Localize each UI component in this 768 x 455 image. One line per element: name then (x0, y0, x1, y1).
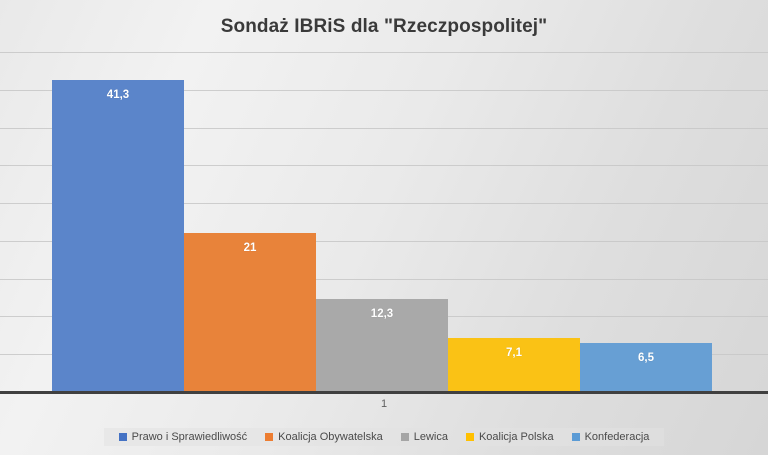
gridline (0, 89, 768, 91)
bar-value-label: 21 (243, 242, 257, 255)
legend-item-label: Lewica (413, 431, 448, 443)
chart-title: Sondaż IBRiS dla "Rzeczpospolitej" (220, 16, 548, 37)
bar-2[interactable]: 21 (184, 233, 316, 392)
legend-item-label: Koalicja Polska (478, 431, 554, 443)
bar-value-label: 12,3 (370, 308, 394, 321)
x-axis-tick-label: 1 (380, 398, 388, 410)
gridline (0, 278, 768, 280)
gridline (0, 240, 768, 242)
legend-item-4[interactable]: Koalicja Polska (465, 431, 554, 443)
bars-layer: 41,3 21 12,3 7,1 6,5 (0, 52, 768, 392)
bar-3[interactable]: 12,3 (316, 299, 448, 392)
legend-swatch-icon (400, 433, 409, 441)
legend-item-label: Konfederacja (584, 431, 650, 443)
gridline (0, 127, 768, 129)
legend-swatch-icon (571, 433, 580, 441)
legend-item-3[interactable]: Lewica (400, 431, 448, 443)
x-axis-line (0, 391, 768, 394)
bar-value-label: 6,5 (638, 351, 654, 364)
gridline (0, 203, 768, 205)
legend-swatch-icon (118, 433, 127, 441)
gridline (0, 52, 768, 53)
bar-1[interactable]: 41,3 (52, 79, 184, 392)
gridline (0, 165, 768, 167)
legend-item-5[interactable]: Konfederacja (571, 431, 650, 443)
chart-legend: Prawo i Sprawiedliwość Koalicja Obywatels… (0, 428, 768, 446)
legend-item-2[interactable]: Koalicja Obywatelska (265, 431, 383, 443)
bar-value-label: 7,1 (506, 347, 522, 360)
bar-5[interactable]: 6,5 (580, 342, 712, 392)
bar-4[interactable]: 7,1 (448, 338, 580, 392)
legend-swatch-icon (265, 433, 274, 441)
legend-item-label: Koalicja Obywatelska (278, 431, 383, 443)
legend-swatch-icon (465, 433, 474, 441)
legend-item-label: Prawo i Sprawiedliwość (131, 431, 248, 443)
bar-value-label: 41,3 (106, 88, 130, 101)
legend-item-1[interactable]: Prawo i Sprawiedliwość (118, 431, 248, 443)
legend-inner: Prawo i Sprawiedliwość Koalicja Obywatels… (103, 428, 665, 446)
